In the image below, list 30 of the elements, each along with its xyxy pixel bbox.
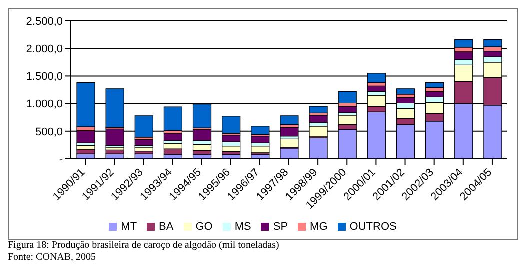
bar — [426, 82, 444, 88]
source-note: Fonte: CONAB, 2005 — [8, 252, 98, 264]
legend-label: SP — [273, 221, 288, 233]
y-tick-label: 2.000,0 — [26, 44, 63, 56]
bar — [484, 39, 502, 48]
bar — [367, 86, 386, 92]
text: Figura 18: Produção brasileira de caroço de algodão (mil toneladas) — [8, 240, 280, 252]
legend-label: BA — [159, 221, 174, 233]
bar — [222, 146, 241, 152]
bar — [338, 106, 357, 113]
bar — [164, 133, 182, 142]
y-tick-label: 2.500,0 — [26, 16, 63, 28]
legend-label: GO — [196, 221, 213, 233]
bar — [192, 144, 212, 152]
bar — [76, 149, 96, 154]
y-tick-label: 1.000,0 — [26, 98, 63, 111]
legend-label: MG — [310, 221, 328, 233]
y-tick-label: 1.500,0 — [26, 71, 63, 84]
bar — [338, 91, 357, 104]
bar — [106, 150, 124, 154]
legend-label: OUTROS — [350, 221, 397, 233]
legend-label: MS — [234, 221, 252, 233]
y-tick-label: - — [59, 154, 64, 166]
y-tick-label: 500,0 — [35, 126, 63, 138]
bar — [280, 116, 299, 126]
bar — [164, 106, 182, 132]
bar — [396, 88, 416, 95]
bar — [454, 39, 474, 48]
bar — [309, 115, 328, 123]
legend-label: MT — [121, 221, 138, 233]
